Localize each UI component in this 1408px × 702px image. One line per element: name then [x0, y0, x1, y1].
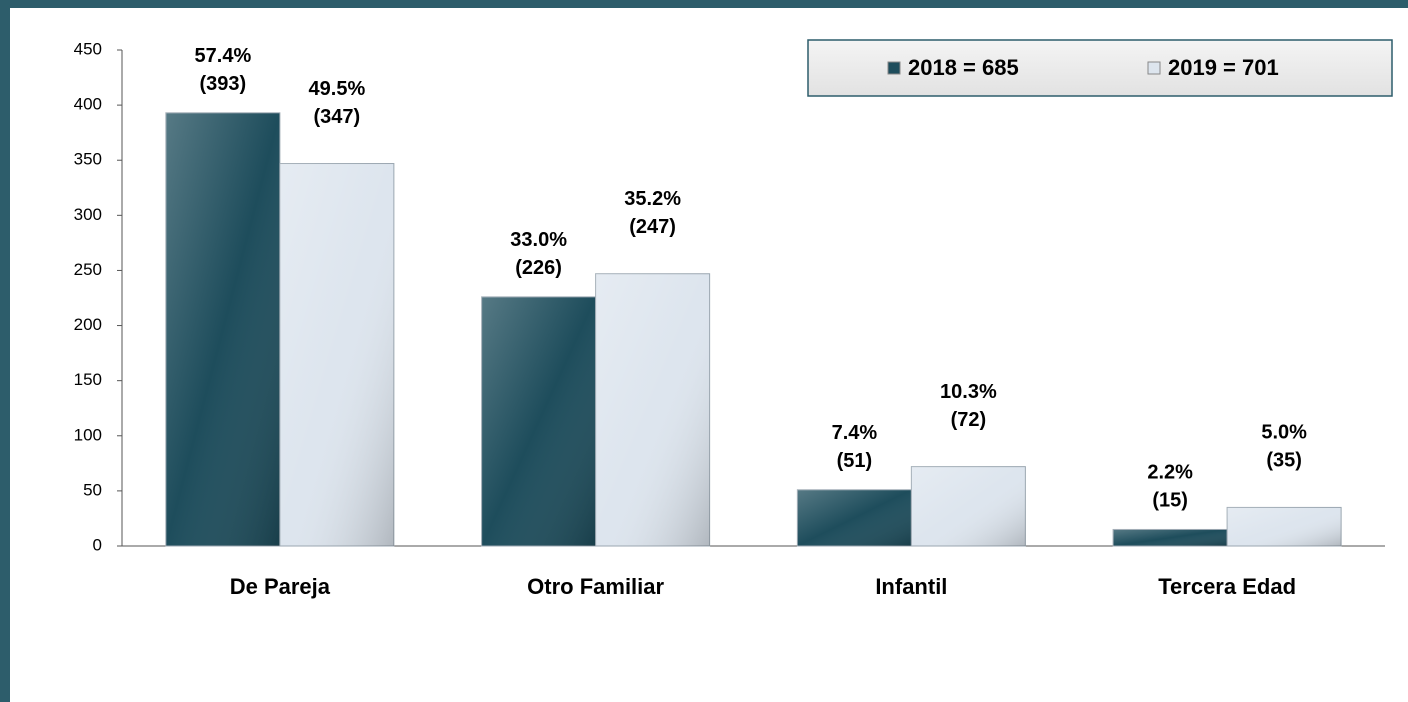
value-label: 7.4% — [832, 422, 878, 444]
bar-shine — [797, 489, 912, 546]
bar-shine — [595, 273, 710, 546]
y-tick-label: 50 — [83, 480, 102, 499]
bar-shine — [481, 296, 596, 546]
x-tick-label: Tercera Edad — [1158, 574, 1296, 599]
value-label: 57.4% — [195, 45, 252, 67]
bar-shine — [911, 466, 1026, 546]
bar-shine — [165, 112, 280, 547]
legend-swatch — [887, 61, 901, 75]
y-tick-label: 300 — [74, 205, 102, 224]
value-label: (247) — [629, 216, 676, 238]
frame-top — [0, 0, 1408, 8]
x-tick-label: Infantil — [875, 574, 947, 599]
y-tick-label: 200 — [74, 315, 102, 334]
value-label: 5.0% — [1261, 422, 1307, 444]
y-tick-label: 400 — [74, 95, 102, 114]
value-label: 35.2% — [624, 188, 681, 210]
value-label: (15) — [1152, 490, 1188, 512]
value-label: (226) — [515, 257, 562, 279]
y-tick-label: 0 — [93, 535, 102, 554]
value-label: 49.5% — [309, 78, 366, 100]
y-tick-label: 150 — [74, 370, 102, 389]
value-label: 33.0% — [510, 229, 567, 251]
value-label: (72) — [951, 409, 987, 431]
value-label: (347) — [314, 106, 361, 128]
bar-shine — [279, 163, 394, 547]
value-label: (51) — [837, 450, 873, 472]
value-label: 2.2% — [1147, 462, 1193, 484]
x-tick-label: De Pareja — [230, 574, 331, 599]
y-tick-label: 100 — [74, 425, 102, 444]
value-label: (393) — [200, 73, 247, 95]
legend-box — [807, 39, 1393, 97]
value-label: 10.3% — [940, 381, 997, 403]
y-tick-label: 250 — [74, 260, 102, 279]
legend-label: 2018 = 685 — [908, 55, 1019, 80]
value-label: (35) — [1266, 450, 1302, 472]
y-tick-label: 350 — [74, 150, 102, 169]
y-tick-label: 450 — [74, 39, 102, 58]
legend-label: 2019 = 701 — [1168, 55, 1279, 80]
bar-shine — [1227, 507, 1342, 546]
legend-swatch — [1147, 61, 1161, 75]
bar-shine — [1113, 529, 1228, 546]
frame-left — [0, 0, 10, 702]
x-tick-label: Otro Familiar — [527, 574, 664, 599]
